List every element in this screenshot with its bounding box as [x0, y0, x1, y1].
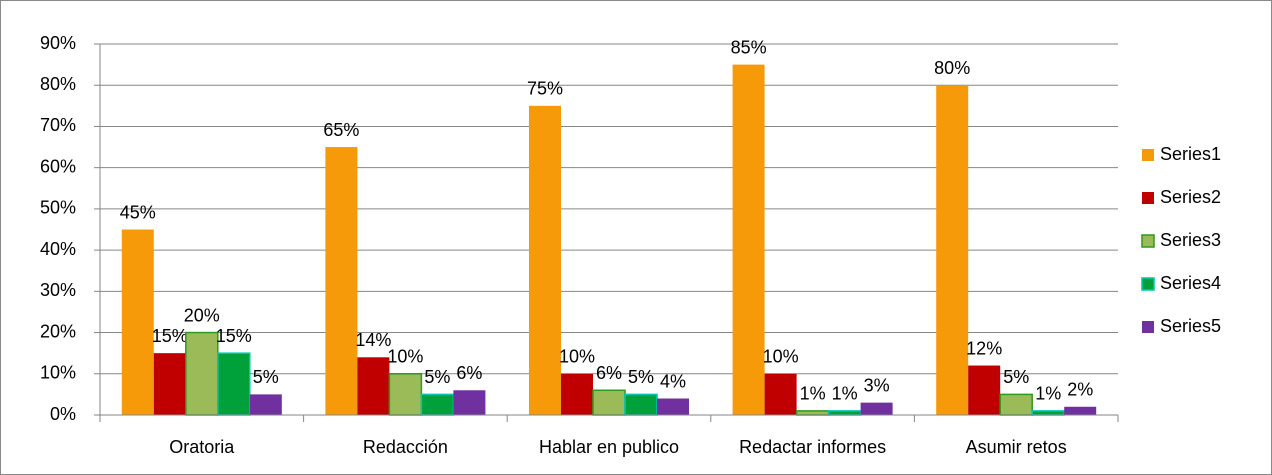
y-tick-label: 50%: [40, 198, 76, 218]
bar: [249, 394, 282, 415]
legend-label: Series1: [1160, 144, 1221, 164]
bar: [420, 393, 455, 416]
data-label: 5%: [424, 367, 450, 387]
data-label: 2%: [1067, 380, 1093, 400]
data-label: 5%: [1003, 367, 1029, 387]
bar: [860, 402, 893, 415]
bar: [121, 229, 154, 415]
legend-label: Series3: [1160, 230, 1221, 250]
data-label: 1%: [832, 384, 858, 404]
y-tick-label: 80%: [40, 74, 76, 94]
bar: [657, 398, 689, 415]
bar: [936, 85, 969, 415]
x-tick-label: Oratoria: [169, 437, 235, 457]
data-label: 10%: [763, 347, 799, 367]
data-label: 1%: [800, 384, 826, 404]
data-label: 1%: [1035, 384, 1061, 404]
legend-label: Series5: [1160, 316, 1221, 336]
y-tick-label: 30%: [40, 280, 76, 300]
legend-swatch: [1142, 192, 1154, 204]
data-label: 5%: [628, 367, 654, 387]
y-tick-label: 20%: [40, 321, 76, 341]
bar: [153, 353, 186, 415]
bar: [453, 390, 486, 415]
data-label: 75%: [527, 79, 563, 99]
data-label: 4%: [660, 371, 686, 391]
bar: [325, 147, 358, 416]
bar: [732, 64, 765, 415]
bar: [827, 410, 862, 416]
legend-label: Series4: [1160, 273, 1221, 293]
data-label: 15%: [216, 326, 252, 346]
bar: [968, 365, 1001, 415]
legend-swatch: [1142, 149, 1154, 161]
data-label: 80%: [934, 58, 970, 78]
x-tick-label: Redactar informes: [739, 437, 886, 457]
y-tick-label: 0%: [50, 404, 76, 424]
bar: [388, 373, 423, 416]
y-tick-label: 90%: [40, 33, 76, 53]
data-label: 20%: [184, 305, 220, 325]
x-tick-label: Hablar en publico: [539, 437, 679, 457]
legend-swatch: [1141, 234, 1155, 248]
x-tick-label: Redacción: [363, 437, 448, 457]
data-label: 65%: [323, 120, 359, 140]
data-label: 45%: [120, 202, 156, 222]
bar: [185, 331, 219, 416]
bar: [1031, 410, 1065, 416]
y-tick-label: 70%: [40, 115, 76, 135]
data-label: 14%: [355, 330, 391, 350]
y-tick-label: 40%: [40, 239, 76, 259]
legend-swatch: [1142, 321, 1154, 333]
bar: [795, 410, 830, 416]
x-tick-label: Asumir retos: [966, 437, 1067, 457]
data-label: 5%: [253, 367, 279, 387]
y-tick-label: 10%: [40, 363, 76, 383]
bar: [357, 357, 390, 415]
bar: [624, 393, 658, 416]
data-label: 12%: [966, 338, 1002, 358]
bar: [592, 389, 626, 416]
bar: [764, 373, 797, 415]
data-label: 85%: [731, 37, 767, 57]
data-label: 6%: [456, 363, 482, 383]
bar: [217, 352, 251, 416]
data-label: 10%: [559, 347, 595, 367]
data-label: 10%: [387, 347, 423, 367]
bar: [561, 373, 593, 415]
legend-swatch: [1141, 277, 1155, 291]
data-label: 15%: [152, 326, 188, 346]
bar: [529, 105, 561, 415]
bar: [999, 393, 1033, 416]
bar: [1064, 406, 1097, 415]
data-label: 3%: [864, 375, 890, 395]
y-tick-label: 60%: [40, 156, 76, 176]
legend-label: Series2: [1160, 187, 1221, 207]
data-label: 6%: [596, 363, 622, 383]
